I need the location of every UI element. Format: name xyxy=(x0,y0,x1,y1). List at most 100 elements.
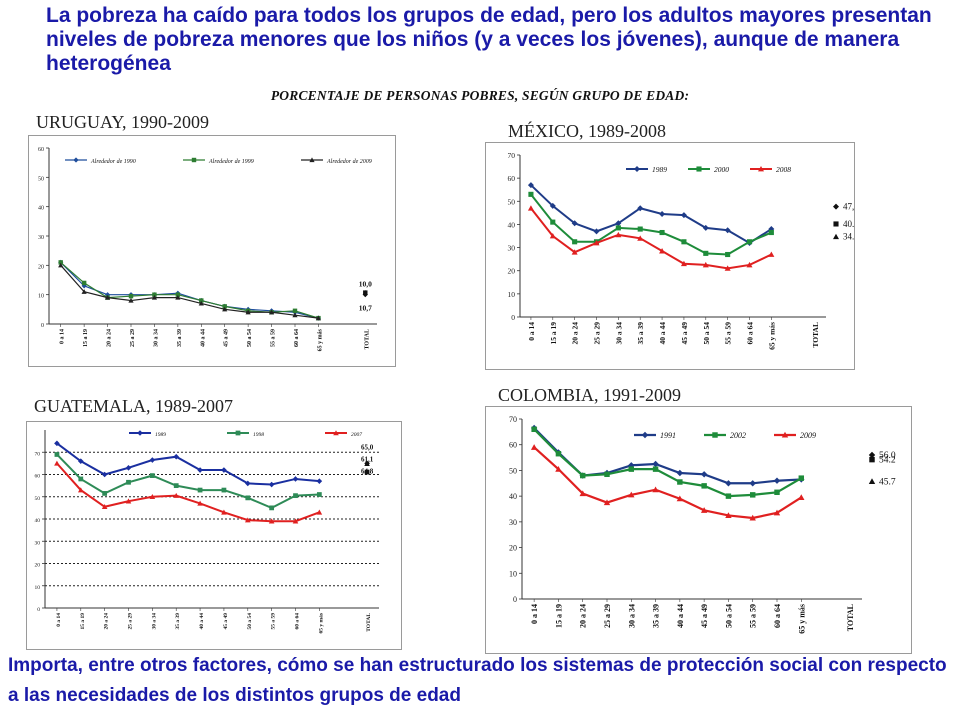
uruguay-series-2-point xyxy=(292,312,298,318)
uruguay-series-1-point xyxy=(128,293,134,299)
guatemala-series-2-point xyxy=(244,517,251,523)
colombia-series-1-point xyxy=(725,493,732,499)
guatemala-series-1-point xyxy=(54,452,60,457)
uruguay-series-2-point xyxy=(58,262,64,268)
uruguay-legend-label: Alrededor de 2009 xyxy=(326,159,372,165)
mexico-category-label: 30 a 34 xyxy=(614,322,623,345)
guatemala-category-label: 45 a 49 xyxy=(223,613,229,630)
mexico-series-1-point xyxy=(659,229,665,236)
colombia-series-1-point xyxy=(701,483,707,489)
guatemala-category-label: 60 a 64 xyxy=(295,613,301,630)
colombia-category-label: 15 a 19 xyxy=(554,604,563,628)
colombia-category-label: 55 a 59 xyxy=(749,604,758,628)
mexico-legend-marker xyxy=(758,166,764,172)
guatemala-ytick-label: 70 xyxy=(35,451,41,457)
uruguay-series-2-point xyxy=(175,295,181,300)
colombia-series-1-point xyxy=(749,492,756,498)
uruguay-category-label: 45 a 49 xyxy=(224,329,230,347)
uruguay-ytick-label: 20 xyxy=(38,264,44,270)
uruguay-total-value-label: 10,7 xyxy=(359,304,372,313)
guatemala-legend-label: 1998 xyxy=(253,432,264,438)
mexico-series-1-total-point xyxy=(833,221,839,227)
slide-subtitle: PORCENTAJE DE PERSONAS POBRES, SEGÚN GRU… xyxy=(270,88,690,103)
colombia-legend-marker xyxy=(781,431,789,438)
colombia-total-label: TOTAL xyxy=(846,604,855,631)
colombia-series-1-point xyxy=(774,489,780,496)
guatemala-category-label: 15 a 19 xyxy=(80,613,86,630)
chart-uruguay: 0 10 20 30 40 50 60 0 a 14 15 a 19 20 a 24 25 a 29… xyxy=(28,135,396,367)
guatemala-total-value-label: 64,8 xyxy=(361,467,374,475)
mexico-series-0-point xyxy=(593,228,600,235)
guatemala-series-0-point xyxy=(149,457,156,463)
uruguay-ytick-label: 10 xyxy=(38,294,44,300)
colombia-category-label: 40 a 44 xyxy=(676,604,685,628)
uruguay-series-2-point xyxy=(128,297,134,303)
mexico-series-1-point xyxy=(725,251,731,258)
colombia-series-1-point xyxy=(531,426,537,433)
colombia-category-label: 0 a 14 xyxy=(530,604,539,624)
mexico-series-2-point xyxy=(724,265,731,271)
colombia-series-0-point xyxy=(749,480,756,487)
colombia-series-2-point xyxy=(749,514,756,521)
mexico-legend-marker xyxy=(634,166,640,172)
mexico-series-1-point xyxy=(703,250,709,256)
guatemala-series-1-point xyxy=(102,491,108,496)
mexico-series-0-point xyxy=(724,227,731,234)
guatemala-category-label: 25 a 29 xyxy=(128,613,134,630)
mexico-series-0-point xyxy=(527,182,534,189)
colombia-series-2-total-point xyxy=(868,478,876,485)
chart-title-mexico: MÉXICO, 1989-2008 xyxy=(508,121,666,141)
mexico-category-label: 25 a 29 xyxy=(593,322,602,345)
guatemala-series-2-point xyxy=(101,503,108,510)
mexico-ytick-label: 40 xyxy=(508,220,516,229)
colombia-series-0-point xyxy=(676,469,684,477)
mexico-category-label: 65 y más xyxy=(767,322,776,350)
uruguay-series-2-point xyxy=(198,300,204,306)
uruguay-series-1-point xyxy=(292,308,298,314)
colombia-series-0-point xyxy=(773,477,781,484)
colombia-series-2-point xyxy=(579,490,586,497)
colombia-series-0-point xyxy=(652,460,659,468)
mexico-series-2-line xyxy=(530,207,772,270)
mexico-series-2-point xyxy=(659,248,666,254)
uruguay-ytick-label: 50 xyxy=(38,176,44,182)
chart-colombia-plot: 0 10 20 30 40 50 60 70 0 a 14 15 a 19 20 a 24 25 a … xyxy=(509,415,896,634)
colombia-total-value-label: 45.7 xyxy=(879,477,896,487)
guatemala-series-2-point xyxy=(149,493,156,499)
colombia-series-2-point xyxy=(652,486,659,493)
uruguay-legend-marker xyxy=(191,157,197,163)
guatemala-series-1-point xyxy=(269,505,275,511)
mexico-ytick-label: 10 xyxy=(508,290,516,299)
colombia-series-1-point xyxy=(628,466,635,472)
colombia-legend-marker xyxy=(641,431,649,439)
guatemala-series-0-point xyxy=(101,471,108,478)
colombia-series-1-point xyxy=(677,479,683,485)
mexico-category-label: 60 a 64 xyxy=(746,322,755,345)
uruguay-series-2-line xyxy=(60,264,319,319)
colombia-category-label: 60 a 64 xyxy=(773,604,782,628)
guatemala-ytick-label: 30 xyxy=(35,540,41,546)
mexico-series-0-point xyxy=(571,220,578,227)
mexico-legend-label: 2000 xyxy=(714,165,729,174)
uruguay-legend-marker xyxy=(73,157,79,163)
uruguay-legend-marker xyxy=(309,157,315,163)
uruguay-legend-label: Alrededor de 1990 xyxy=(90,159,136,165)
guatemala-ytick-label: 0 xyxy=(37,607,40,613)
mexico-series-2-point xyxy=(746,261,753,268)
colombia-category-label: 20 a 24 xyxy=(579,604,588,628)
mexico-series-1-point xyxy=(681,239,687,245)
guatemala-series-1-point xyxy=(316,492,322,497)
guatemala-series-1-point xyxy=(78,476,84,482)
guatemala-category-label: 20 a 24 xyxy=(104,613,110,630)
uruguay-series-1-point xyxy=(58,260,63,265)
guatemala-series-0-point xyxy=(292,476,299,482)
colombia-series-0-total-point xyxy=(868,451,876,459)
colombia-ytick-label: 30 xyxy=(509,518,517,527)
guatemala-series-0-point xyxy=(316,478,323,484)
mexico-total-value-label: 34.7 xyxy=(843,232,854,242)
guatemala-series-0-point xyxy=(54,440,60,447)
mexico-ytick-label: 70 xyxy=(508,151,516,160)
mexico-series-2-point xyxy=(768,251,775,257)
uruguay-total-label: TOTAL xyxy=(364,329,370,349)
mexico-series-1-line xyxy=(530,193,772,256)
